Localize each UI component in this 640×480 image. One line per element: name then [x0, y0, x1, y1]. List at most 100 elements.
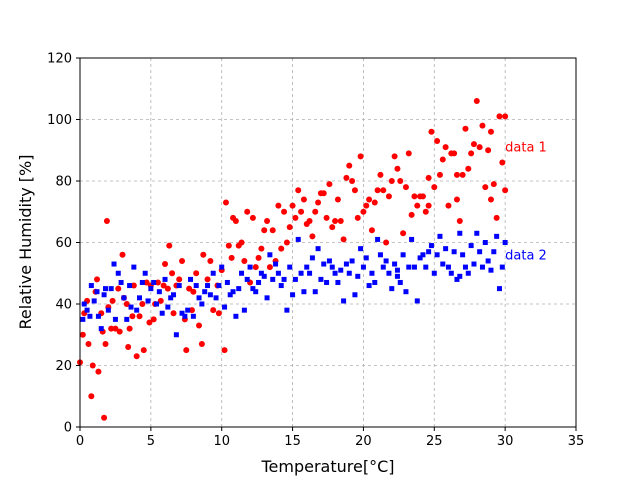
data-point: [422, 208, 429, 215]
data-point: [112, 316, 118, 322]
series-label-2: data 2: [505, 248, 547, 263]
data-point: [269, 227, 276, 234]
data-point: [366, 283, 372, 289]
data-point: [182, 313, 188, 319]
data-point: [397, 178, 404, 184]
data-point: [397, 279, 403, 285]
data-point: [145, 298, 151, 304]
data-point: [173, 332, 179, 338]
data-point: [368, 227, 375, 234]
data-point: [323, 214, 330, 221]
data-point: [207, 257, 214, 264]
data-point: [278, 283, 284, 289]
data-point: [312, 289, 318, 295]
data-point: [405, 150, 412, 157]
data-point: [434, 252, 440, 258]
data-point: [304, 264, 310, 270]
data-point: [338, 267, 344, 273]
data-point: [411, 193, 418, 200]
data-point: [479, 122, 486, 129]
data-point: [371, 199, 378, 206]
data-point: [112, 325, 119, 332]
data-point: [462, 264, 468, 270]
data-point: [473, 98, 480, 105]
data-point: [252, 264, 259, 271]
data-point: [115, 270, 121, 276]
data-point: [134, 307, 140, 313]
data-point: [160, 282, 167, 289]
data-point: [222, 199, 229, 206]
data-point: [363, 202, 370, 209]
data-point: [451, 249, 457, 255]
data-point: [140, 347, 147, 354]
data-point: [324, 279, 330, 285]
data-point: [320, 190, 327, 197]
data-point: [374, 187, 381, 194]
data-point: [301, 289, 307, 295]
data-point: [258, 245, 265, 252]
data-point: [159, 310, 165, 316]
data-point: [81, 301, 87, 307]
data-point: [341, 298, 347, 304]
data-point: [352, 292, 358, 298]
data-point: [164, 285, 171, 292]
data-point: [88, 393, 95, 400]
data-point: [284, 307, 290, 313]
data-point: [103, 217, 110, 224]
data-point: [419, 193, 426, 200]
data-point: [479, 264, 485, 270]
data-point: [485, 147, 492, 154]
data-point: [482, 240, 488, 245]
data-point: [436, 171, 443, 178]
data-point: [343, 174, 350, 181]
data-point: [493, 214, 500, 221]
data-point: [210, 270, 216, 276]
data-point: [411, 264, 417, 270]
data-point: [118, 279, 124, 285]
data-point: [98, 326, 104, 332]
data-point: [196, 295, 202, 301]
data-point: [428, 243, 434, 249]
data-point: [101, 292, 107, 298]
data-point: [199, 301, 205, 307]
data-point: [249, 214, 256, 221]
data-point: [366, 196, 373, 203]
data-point: [383, 239, 390, 246]
data-point: [380, 187, 387, 194]
data-point: [355, 273, 361, 279]
data-point: [250, 286, 256, 292]
data-point: [423, 264, 429, 270]
data-point: [123, 301, 130, 307]
y-tick-label: 100: [47, 113, 72, 128]
x-axis-label: Temperature[°C]: [260, 457, 394, 476]
data-point: [193, 270, 200, 277]
data-point: [295, 187, 302, 194]
data-point: [131, 264, 137, 270]
data-point: [386, 270, 392, 276]
y-tick-label: 40: [55, 298, 72, 313]
data-point: [426, 249, 432, 255]
y-tick-label: 120: [47, 52, 72, 67]
data-point: [121, 295, 127, 301]
data-point: [156, 289, 162, 295]
data-point: [115, 285, 122, 292]
data-point: [321, 261, 327, 267]
data-point: [431, 184, 438, 191]
data-point: [332, 217, 339, 224]
data-point: [360, 208, 367, 215]
data-point: [451, 150, 458, 157]
data-point: [154, 301, 160, 307]
data-point: [190, 288, 197, 295]
data-point: [499, 159, 506, 166]
data-point: [453, 171, 460, 178]
data-point: [346, 162, 353, 169]
data-point: [188, 307, 195, 314]
data-point: [230, 289, 236, 295]
data-point: [253, 289, 259, 295]
data-point: [468, 243, 474, 249]
x-tick-label: 5: [147, 434, 155, 449]
data-point: [360, 264, 366, 270]
data-point: [162, 276, 168, 282]
data-point: [256, 279, 262, 285]
data-point: [477, 249, 483, 255]
